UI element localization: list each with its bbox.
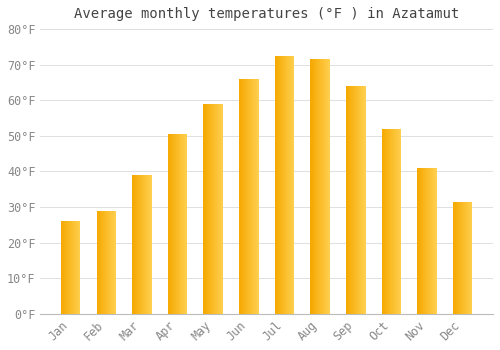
Title: Average monthly temperatures (°F ) in Azatamut: Average monthly temperatures (°F ) in Az… [74,7,460,21]
